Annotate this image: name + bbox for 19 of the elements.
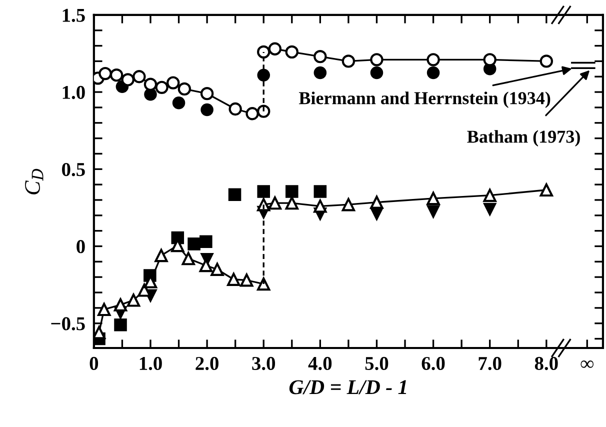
x-tick-label: 7.0 [478,356,502,370]
y-tick-label: 1.0 [62,86,85,100]
y-tick-label: 1.5 [62,8,85,22]
x-tick-label: 0 [90,356,98,370]
x-tick-label: 2.0 [196,356,218,370]
x-axis-title: G/D = L/D - 1 [289,380,406,394]
annotation: Batham (1973) [467,130,580,146]
annotation: Biermann and Herrnstein (1934) [298,92,550,108]
x-tick-label: 8.0 [534,356,558,370]
x-tick-label: 4.0 [308,356,332,370]
x-tick-label: 1.0 [140,356,162,370]
x-tick-label: 3.0 [252,356,276,370]
y-tick-label: 0 [76,240,85,254]
y-tick-label: −0.5 [51,317,85,330]
x-tick-label: ∞ [580,360,594,368]
x-tick-label: 6.0 [422,356,445,370]
y-tick-label: 0.5 [62,162,85,176]
y-axis-title: C$_{D}$ [25,168,44,194]
x-tick-label: 5.0 [365,356,388,370]
